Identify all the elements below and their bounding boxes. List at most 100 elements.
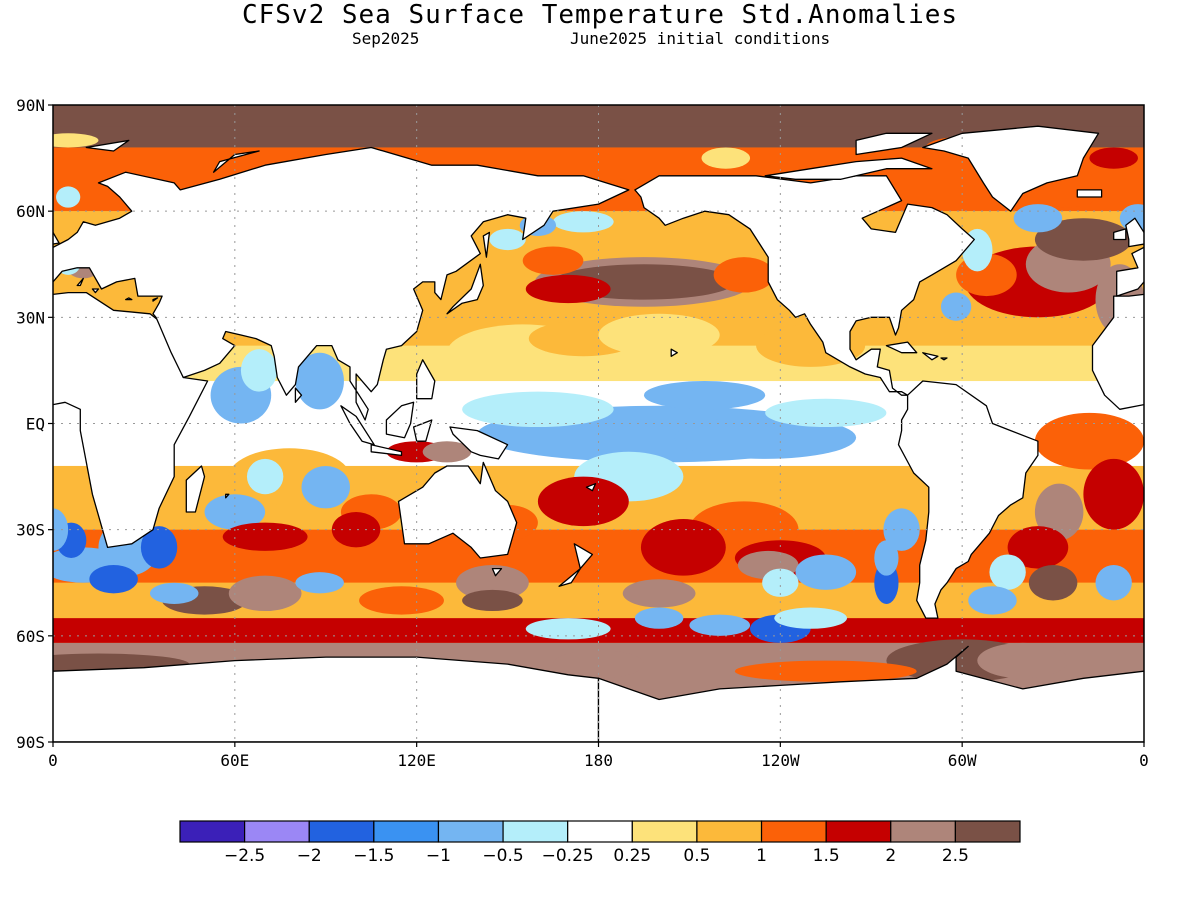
landmass bbox=[855, 132, 933, 156]
anomaly-patch bbox=[701, 147, 751, 169]
arctic-cap bbox=[53, 105, 1144, 127]
anomaly-patch bbox=[204, 494, 266, 530]
anomaly-patch bbox=[795, 554, 857, 590]
landmass bbox=[412, 419, 433, 442]
landmass bbox=[897, 380, 1039, 619]
landmass bbox=[670, 348, 678, 357]
anomaly-patch bbox=[522, 246, 584, 275]
landmass bbox=[482, 231, 491, 258]
anomaly-patch bbox=[977, 642, 1069, 679]
colorbar-swatch bbox=[502, 820, 569, 843]
landmass bbox=[922, 125, 1100, 212]
anomaly-patch bbox=[422, 441, 472, 463]
landmass bbox=[446, 263, 484, 315]
anomaly-patch bbox=[359, 586, 444, 615]
colorbar-label: 2.5 bbox=[942, 846, 969, 866]
landmass bbox=[573, 543, 594, 570]
anomaly-patch bbox=[553, 211, 614, 233]
colorbar-label: 1.5 bbox=[813, 846, 840, 866]
colorbar: −2.5 −2 −1.5 −1 −0.5 −0.25 0.25 0.5 1 1.5 2 2.5 bbox=[179, 820, 1021, 866]
anomaly-patch bbox=[622, 579, 696, 608]
colorbar-label: −1 bbox=[426, 846, 451, 866]
lat-label: 30S bbox=[16, 521, 45, 540]
colorbar-label: −2.5 bbox=[224, 846, 265, 866]
anomaly-patch bbox=[246, 458, 284, 495]
anomaly-patch bbox=[525, 274, 611, 304]
landmass bbox=[76, 277, 84, 287]
anomaly-patch bbox=[674, 416, 857, 459]
landmass bbox=[385, 401, 415, 439]
landmass bbox=[449, 426, 509, 460]
anomaly-patch bbox=[1037, 179, 1099, 208]
anomaly-patch bbox=[53, 508, 69, 551]
landmass bbox=[53, 291, 209, 549]
anomaly-patch bbox=[598, 313, 720, 357]
anomaly-patch bbox=[762, 568, 799, 597]
landmass bbox=[764, 157, 933, 180]
anomaly-patch bbox=[140, 526, 178, 569]
landmass bbox=[53, 231, 60, 245]
anomaly-patch bbox=[765, 398, 887, 428]
colorbar-label: −0.5 bbox=[482, 846, 523, 866]
lon-label: 0 bbox=[48, 751, 58, 770]
colorbar-label: 0.5 bbox=[683, 846, 710, 866]
anomaly-patch bbox=[537, 476, 629, 527]
anomaly-patch bbox=[301, 465, 350, 509]
landmass bbox=[491, 567, 503, 577]
lat-label: EQ bbox=[26, 415, 45, 434]
lon-label: 0 bbox=[1139, 751, 1149, 770]
landmass bbox=[597, 645, 1144, 742]
colorbar-swatch bbox=[825, 820, 892, 843]
landmass bbox=[225, 493, 230, 499]
anomaly-patch bbox=[462, 391, 614, 428]
anomaly-patch bbox=[989, 554, 1026, 590]
anomaly-patch bbox=[940, 292, 972, 321]
anomaly-patch bbox=[1028, 565, 1078, 601]
landmass bbox=[1091, 293, 1144, 410]
colorbar-swatch bbox=[244, 820, 310, 843]
anomaly-patch bbox=[525, 618, 611, 640]
anomaly-patch bbox=[713, 257, 775, 293]
colorbar-swatch bbox=[437, 820, 504, 843]
colorbar-swatch bbox=[954, 820, 1021, 843]
landmass bbox=[294, 387, 303, 403]
anomaly-patch bbox=[1034, 483, 1084, 541]
landmass bbox=[885, 341, 918, 354]
landmass bbox=[185, 465, 206, 513]
landmass bbox=[558, 567, 581, 587]
landmass bbox=[85, 139, 130, 152]
anomaly-patch bbox=[1034, 218, 1132, 261]
lat-label: 90S bbox=[16, 733, 45, 752]
colorbar-swatch bbox=[373, 820, 440, 843]
anomaly-patch bbox=[56, 186, 81, 208]
landmass bbox=[397, 461, 518, 559]
colorbar-label: 2 bbox=[885, 846, 896, 866]
initial-conditions-label: June2025 initial conditions bbox=[570, 29, 831, 48]
colorbar-swatch bbox=[631, 820, 698, 843]
forecast-month: Sep2025 bbox=[352, 29, 420, 48]
colorbar-swatch bbox=[760, 820, 827, 843]
landmass bbox=[940, 357, 948, 361]
lon-label: 60E bbox=[220, 751, 249, 770]
lon-label: 60W bbox=[948, 751, 977, 770]
landmass bbox=[152, 297, 159, 302]
anomaly-patch bbox=[734, 660, 917, 682]
anomaly-patch bbox=[295, 352, 344, 410]
lat-label: 30N bbox=[16, 308, 45, 327]
lat-label: 60S bbox=[16, 627, 45, 646]
anomaly-patch bbox=[1013, 204, 1063, 233]
anomaly-patch bbox=[149, 582, 199, 604]
landmass bbox=[212, 150, 260, 173]
anomaly-patch bbox=[689, 614, 751, 636]
landmass bbox=[585, 483, 597, 492]
landmass bbox=[53, 146, 630, 421]
colorbar-swatch bbox=[696, 820, 763, 843]
anomaly-patch bbox=[89, 565, 138, 594]
anomaly-patch bbox=[640, 519, 726, 576]
map-gridlines bbox=[53, 105, 1144, 742]
landmass bbox=[370, 444, 403, 457]
landmass bbox=[922, 352, 939, 361]
landmass bbox=[340, 405, 375, 446]
landmass bbox=[53, 656, 600, 742]
